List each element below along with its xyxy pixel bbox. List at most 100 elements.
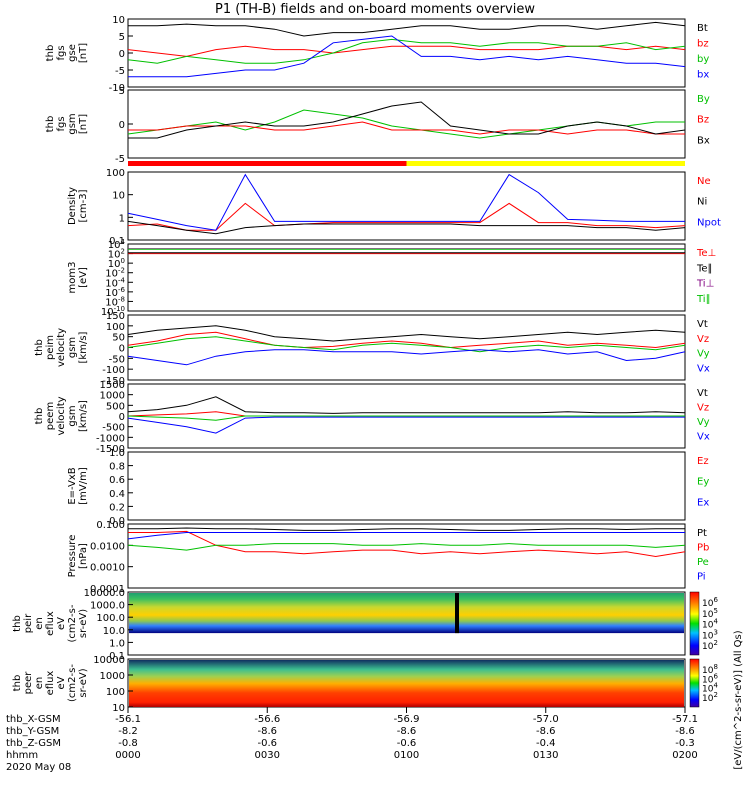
series-line	[127, 325, 686, 342]
ylabel-line: [mV/m]	[78, 467, 89, 505]
plot-title: P1 (TH-B) fields and on-board moments ov…	[215, 2, 535, 17]
footer-value: -56.1	[115, 714, 141, 725]
series-line	[127, 336, 686, 353]
legend-entry: Ni	[697, 197, 707, 208]
series-line	[128, 101, 686, 139]
ylabel-line: [eV]	[78, 267, 89, 288]
legend-entry: Pi	[697, 572, 706, 583]
panel-7: 0.100 0.0100 0.0010 0.0001 Pressure [nPa] Pt Pb…	[67, 520, 709, 595]
ytick-label: 0.0	[109, 516, 125, 527]
ytick-label: -150	[102, 376, 125, 387]
ytick-label: 10-4	[105, 276, 125, 289]
series-line	[127, 45, 686, 57]
ylabel-line: fgs	[56, 116, 67, 131]
colorbar	[689, 658, 700, 708]
ylabel-line: gsm	[67, 405, 78, 426]
ylabel-line: gsm	[67, 113, 78, 134]
series-line	[127, 543, 686, 551]
ylabel-line: en	[34, 677, 45, 690]
ytick-label: 1	[119, 213, 125, 224]
ytick-label: 5	[119, 32, 125, 43]
footer-date: 2020 May 08	[6, 762, 71, 773]
ytick-label: 10-6	[105, 286, 125, 299]
series-line	[128, 527, 685, 531]
ytick-label: 0.1	[109, 651, 125, 662]
footer-row-label: hhmm	[6, 750, 38, 761]
legend-entry: Ex	[697, 497, 709, 508]
ylabel-line: eflux	[45, 671, 56, 696]
ytick-label: 1.0	[109, 638, 125, 649]
footer-value: -0.8	[118, 738, 138, 749]
colorbar-tick: 106	[702, 596, 718, 609]
colorbar-tick: 105	[702, 607, 718, 620]
ylabel-line: eV	[56, 617, 67, 630]
legend-entry: By	[697, 94, 710, 105]
footer-value: -8.6	[397, 726, 417, 737]
series-line	[127, 331, 686, 349]
footer-value: -0.4	[536, 738, 556, 749]
status-bar-red	[128, 161, 407, 166]
colorbar-tick: 103	[702, 628, 718, 641]
legend-entry: Ey	[697, 477, 709, 488]
ytick-label: 102	[108, 248, 125, 261]
ylabel-line: peer	[23, 671, 34, 695]
ytick-label: 1.0	[109, 448, 125, 459]
ylabel-line: Density	[67, 187, 78, 225]
panel-frame	[127, 18, 686, 88]
ylabel-line: sr-eV)	[78, 609, 89, 638]
footer-value: -8.6	[675, 726, 695, 737]
footer-value: 0130	[533, 750, 558, 761]
ytick-label: 0.100	[96, 520, 125, 531]
ytick-label: 0.4	[109, 489, 125, 500]
ylabel-line: peir	[23, 613, 34, 633]
legend-entry: bx	[697, 70, 709, 81]
series-line	[127, 38, 686, 64]
heatmap-gap	[455, 593, 459, 634]
ylabel-line: velocity	[56, 396, 67, 435]
ytick-label: 10	[112, 15, 125, 26]
legend-entry: Bx	[697, 135, 710, 146]
colorbar-tick: 102	[702, 639, 718, 652]
footer-value: -57.0	[533, 714, 559, 725]
ylabel-line: fgs	[56, 45, 67, 60]
footer-value: -0.3	[675, 738, 695, 749]
ylabel-line: thb	[34, 408, 45, 425]
ylabel-line: eV	[56, 676, 67, 689]
series-line	[127, 532, 685, 540]
ytick-label: 0.1	[109, 236, 125, 247]
footer-value: 0200	[672, 750, 697, 761]
series-line	[128, 530, 686, 558]
ytick-label: 100.0	[96, 613, 125, 624]
footer-row-label: thb_X-GSM	[6, 714, 61, 725]
ylabel-line: thb	[45, 45, 56, 62]
series-line	[128, 121, 685, 135]
legend-entry: Npot	[697, 217, 721, 228]
legend-entry: Vy	[697, 349, 710, 360]
ytick-label: 1000.0	[90, 601, 125, 612]
panel-frame	[127, 171, 686, 241]
heatmap-fill	[129, 660, 684, 707]
panel-frame	[127, 314, 686, 381]
colorbar-tick: 106	[702, 672, 718, 685]
series-line	[127, 349, 686, 366]
ylabel-line: peem	[45, 402, 56, 430]
panel-frame	[127, 451, 686, 521]
panel-frame	[127, 89, 686, 159]
legend-entry: Vy	[697, 417, 710, 428]
series-line	[127, 173, 685, 231]
ylabel-line: sr-eV)	[78, 668, 89, 697]
series-line	[127, 415, 685, 421]
ytick-label: -1500	[96, 444, 125, 455]
ytick-label: 10-2	[105, 267, 125, 280]
series-line	[127, 220, 686, 235]
ylabel-line: Pressure	[67, 535, 78, 578]
legend-entry: Pb	[697, 543, 709, 554]
legend-entry: Vx	[697, 432, 710, 443]
ytick-label: 500	[106, 401, 125, 412]
colorbar-tick: 102	[702, 691, 718, 704]
panel-frame	[127, 243, 686, 312]
footer-value: 0030	[255, 750, 280, 761]
ytick-label: 0.0100	[90, 541, 125, 552]
